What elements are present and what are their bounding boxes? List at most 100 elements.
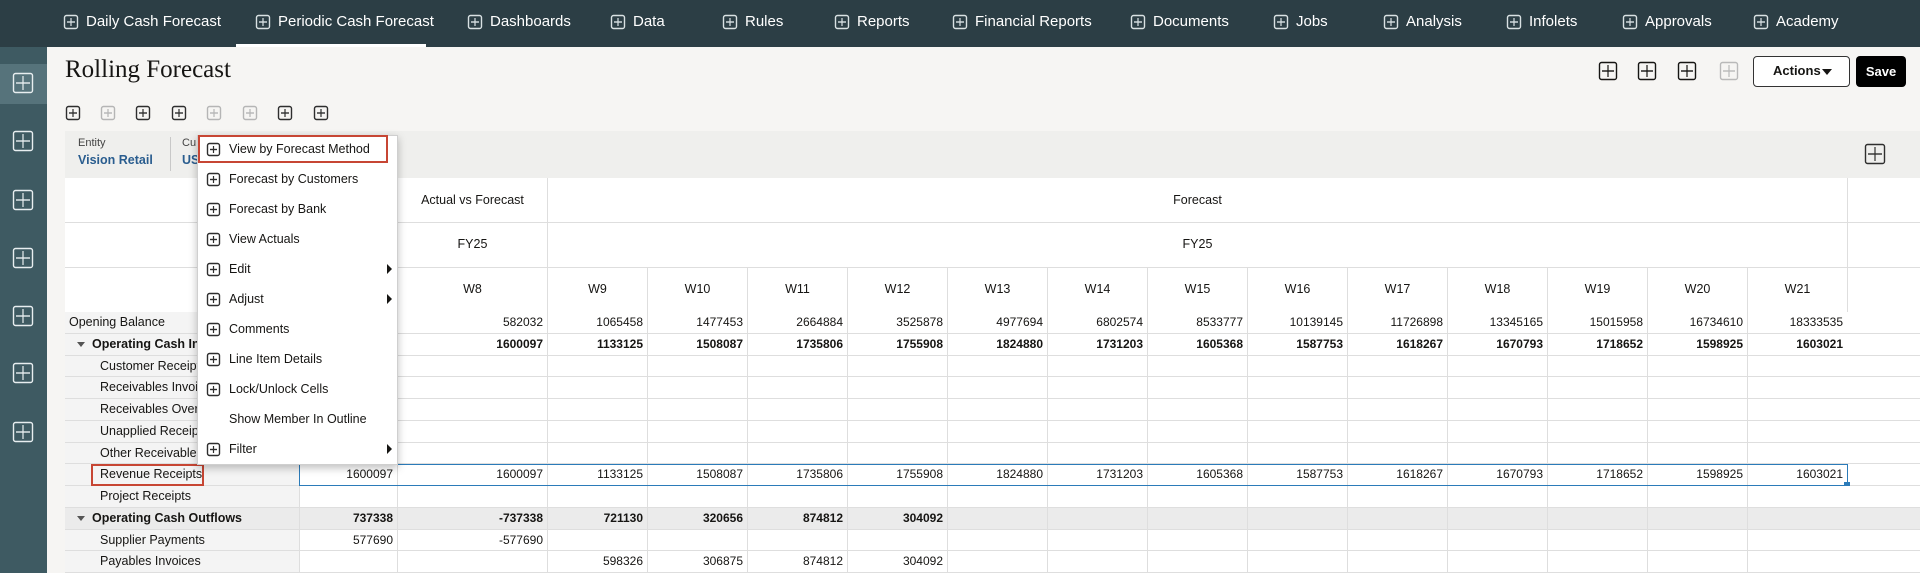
cell (1547, 529, 1647, 552)
nav-icon (1383, 14, 1399, 30)
cell (547, 377, 647, 399)
pov-value[interactable]: Vision Retail (78, 153, 153, 167)
nav-tab[interactable]: Approvals (1645, 13, 1712, 30)
toolbar-icon (242, 105, 258, 121)
nav-tab[interactable]: Data (633, 13, 665, 30)
cell (647, 399, 747, 421)
group-header: Actual vs Forecast (397, 178, 547, 222)
menu-icon (206, 172, 221, 187)
cell (1047, 399, 1147, 421)
cell-value: 306875 (702, 554, 743, 569)
nav-tab[interactable]: Infolets (1529, 13, 1578, 30)
nav-tab[interactable]: Analysis (1406, 13, 1462, 30)
cell (847, 312, 947, 334)
cell (1147, 377, 1247, 399)
row-label: Payables Invoices (100, 554, 201, 569)
cell (1147, 420, 1247, 443)
menu-icon (206, 262, 221, 277)
cell-value: 1735806 (796, 336, 843, 351)
actions-button[interactable] (1753, 56, 1850, 87)
cell (1547, 355, 1647, 378)
submenu-arrow (387, 264, 392, 274)
nav-tab[interactable]: Academy (1776, 13, 1839, 30)
cell-value: 11726898 (1390, 315, 1444, 329)
menu-item[interactable]: Lock/Unlock Cells (229, 382, 329, 396)
menu-item[interactable]: Adjust (229, 292, 264, 306)
cell (947, 377, 1047, 399)
nav-icon (952, 14, 968, 30)
nav-tab[interactable]: Financial Reports (975, 13, 1092, 30)
cell (397, 529, 547, 552)
cell (1247, 551, 1347, 573)
menu-item[interactable]: Forecast by Bank (229, 202, 327, 216)
menu-item[interactable]: View Actuals (229, 232, 300, 246)
cell-value: 304092 (902, 554, 943, 569)
cell (547, 529, 647, 552)
row-label: Revenue Receipts (100, 467, 203, 482)
menu-item[interactable]: View by Forecast Method (229, 142, 370, 156)
menu-item[interactable]: Edit (229, 262, 251, 276)
cell (1547, 377, 1647, 399)
page-title: Rolling Forecast (65, 56, 231, 83)
cell (747, 529, 847, 552)
cell-value: 874812 (802, 554, 843, 569)
cell (1647, 333, 1747, 356)
cell (1047, 551, 1147, 573)
cell (1247, 442, 1347, 465)
row-label: Receivables Invoic (100, 380, 205, 395)
nav-tab[interactable]: Rules (745, 13, 784, 30)
nav-tab[interactable]: Documents (1153, 13, 1229, 30)
save-button[interactable]: Save (1856, 56, 1906, 87)
cell-value: 1735806 (796, 467, 843, 482)
pov-value[interactable]: US (182, 153, 200, 167)
cell (647, 333, 747, 356)
nav-tab[interactable]: Daily Cash Forecast (86, 13, 222, 30)
cell (947, 399, 1047, 421)
cell (947, 355, 1047, 378)
cell (647, 355, 747, 378)
menu-item[interactable]: Filter (229, 442, 257, 456)
cell (1447, 312, 1547, 334)
cell-value: 1670793 (1496, 336, 1543, 351)
cell (1047, 507, 1147, 530)
menu-icon (206, 442, 221, 457)
nav-tab[interactable]: Reports (857, 13, 910, 30)
cell (947, 312, 1047, 334)
cell (397, 442, 547, 465)
label-cell (65, 529, 299, 552)
menu-item[interactable]: Forecast by Customers (229, 172, 359, 186)
cell (1647, 507, 1747, 530)
row-label: Operating Cash Outflows (92, 510, 243, 525)
cell-value: 874812 (802, 510, 843, 525)
menu-item[interactable]: Comments (229, 322, 290, 336)
cell (547, 399, 647, 421)
nav-tab[interactable]: Jobs (1296, 13, 1328, 30)
nav-icon (467, 14, 483, 30)
cell (1347, 312, 1447, 334)
sidebar-icon (12, 72, 34, 94)
cell-value: 1598925 (1696, 467, 1743, 482)
week-header: W8 (397, 267, 547, 312)
menu-highlight-box (198, 135, 388, 163)
menu-item[interactable]: Show Member In Outline (229, 412, 367, 426)
cell (1747, 333, 1847, 356)
cell (747, 355, 847, 378)
cell (1347, 442, 1447, 465)
sidebar-icon (12, 362, 34, 384)
cell-value: 1670793 (1496, 467, 1543, 482)
submenu-arrow (387, 444, 392, 454)
nav-tab[interactable]: Periodic Cash Forecast (278, 13, 434, 30)
cell (397, 399, 547, 421)
menu-icon (206, 232, 221, 247)
cell (547, 333, 647, 356)
cell-value: 1600097 (346, 467, 393, 482)
nav-tab[interactable]: Dashboards (490, 13, 571, 30)
week-header: W16 (1247, 267, 1347, 312)
nav-icon (1130, 14, 1146, 30)
cell (947, 486, 1047, 508)
cell (1447, 551, 1547, 573)
cell (647, 312, 747, 334)
cell (1547, 507, 1647, 530)
menu-item[interactable]: Line Item Details (229, 352, 323, 366)
